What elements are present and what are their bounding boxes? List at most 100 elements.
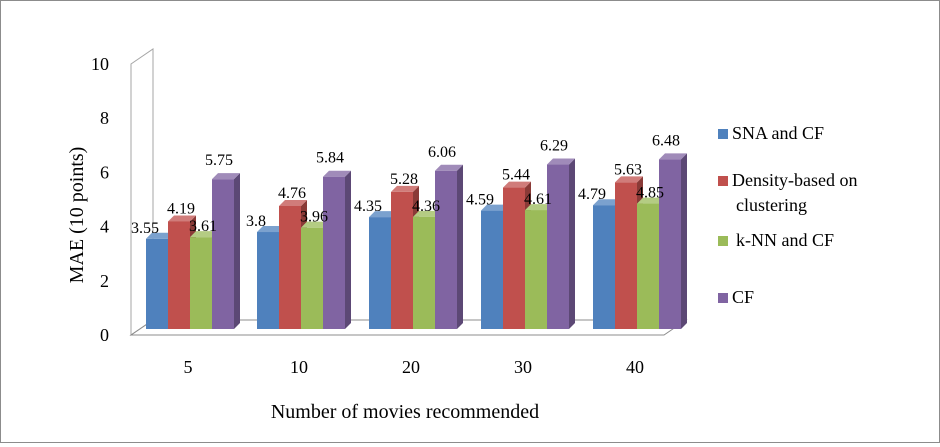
data-label: 4.76	[278, 185, 306, 202]
data-label: 6.29	[540, 138, 568, 155]
bar-top	[503, 181, 531, 188]
bar	[659, 153, 687, 329]
bar-top	[435, 164, 463, 171]
legend-label: clustering	[736, 195, 807, 215]
x-tick-label: 30	[514, 357, 532, 377]
bar-front	[481, 210, 503, 329]
bar-side	[681, 153, 687, 329]
bar-top	[525, 204, 553, 211]
data-label: 4.61	[524, 191, 552, 208]
bar-top	[190, 231, 218, 238]
legend-label: Density-based on	[732, 170, 857, 190]
bar-front	[503, 187, 525, 329]
bar-front	[413, 216, 435, 329]
legend-swatch	[718, 176, 728, 186]
data-label: 5.44	[502, 167, 530, 184]
legend-label: k-NN and CF	[736, 230, 834, 250]
data-label: 3.55	[131, 220, 159, 237]
bar-top	[279, 200, 307, 207]
bar-top	[168, 215, 196, 222]
bar-top	[593, 199, 621, 206]
bar-front	[659, 159, 681, 329]
bar-side	[569, 158, 575, 329]
bar-side	[457, 164, 463, 329]
bar-top	[212, 173, 240, 180]
legend-swatch	[718, 293, 728, 303]
data-label: 6.06	[428, 144, 456, 161]
bar-front	[593, 205, 615, 329]
data-label: 4.85	[636, 185, 664, 202]
y-tick-label: 8	[100, 108, 109, 128]
bar-top	[659, 153, 687, 160]
data-label: 6.48	[652, 132, 680, 149]
data-label: 4.79	[578, 186, 606, 203]
x-axis: 5 10 20 30 40	[184, 357, 645, 377]
data-label: 5.63	[614, 161, 642, 178]
x-axis-title: Number of movies recommended	[271, 401, 539, 423]
y-axis: 0 2 4 6 8 10	[91, 54, 109, 345]
data-label: 3.96	[300, 209, 328, 226]
legend-swatch	[718, 236, 728, 246]
y-axis-title: MAE (10 points)	[66, 147, 88, 284]
data-label: 3.8	[246, 213, 266, 230]
y-tick-label: 6	[100, 162, 109, 182]
bar	[547, 158, 575, 329]
x-tick-label: 10	[290, 357, 308, 377]
legend: SNA and CF Density-based on clustering k-NN…	[718, 123, 857, 307]
bar-top	[637, 197, 665, 204]
bar-top	[369, 211, 397, 218]
bar-front	[615, 182, 637, 329]
bar-front	[435, 170, 457, 329]
bar-front	[168, 221, 190, 329]
bar-top	[391, 185, 419, 192]
legend-swatch	[718, 129, 728, 139]
data-labels: 3.55 4.193.61 5.75 3.8 4.76 3.96 5.84 4.35 5.28 4…	[131, 132, 680, 236]
bars	[146, 153, 687, 329]
legend-label: CF	[732, 287, 754, 307]
bar-front	[369, 217, 391, 329]
bar-front	[190, 237, 212, 329]
bar	[323, 170, 351, 329]
y-tick-label: 10	[91, 54, 109, 74]
bar-top	[257, 226, 285, 233]
bar-front	[391, 191, 413, 329]
x-tick-label: 20	[402, 357, 420, 377]
bar-front	[323, 176, 345, 329]
bar-top	[615, 176, 643, 183]
legend-item: SNA and CF	[718, 123, 824, 143]
bar-front	[279, 206, 301, 329]
bar-side	[345, 170, 351, 329]
y-tick-label: 4	[100, 217, 109, 237]
bar-side	[234, 173, 240, 329]
data-label: 4.59	[466, 192, 494, 209]
data-label: 4.36	[412, 198, 440, 215]
bar-top	[146, 232, 174, 239]
legend-label: SNA and CF	[732, 123, 824, 143]
data-label: 3.61	[189, 218, 217, 235]
bar-top	[301, 221, 329, 228]
data-label: 5.28	[390, 171, 418, 188]
data-label: 4.19	[167, 200, 195, 217]
bar-front	[212, 179, 234, 329]
legend-item: Density-based on clustering	[718, 170, 857, 215]
bar-front	[637, 203, 659, 329]
legend-item: k-NN and CF	[718, 230, 834, 250]
data-label: 5.75	[205, 152, 233, 169]
y-tick-label: 0	[100, 325, 109, 345]
x-tick-label: 40	[626, 357, 644, 377]
bar-front	[301, 227, 323, 329]
data-label: 5.84	[316, 150, 344, 167]
bar-front	[547, 164, 569, 329]
data-label: 4.35	[354, 198, 382, 215]
bar-top	[323, 170, 351, 177]
bar	[212, 173, 240, 329]
bar	[435, 164, 463, 329]
bar-top	[547, 158, 575, 165]
bar-top	[413, 210, 441, 217]
bar-front	[146, 238, 168, 329]
legend-item: CF	[718, 287, 754, 307]
bar-front	[525, 210, 547, 329]
bar-top	[481, 204, 509, 211]
